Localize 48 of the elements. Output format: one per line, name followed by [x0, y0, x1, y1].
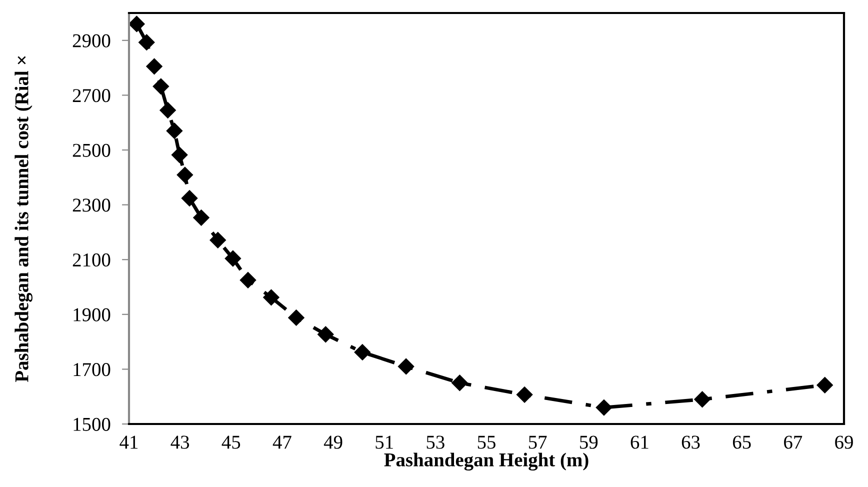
point [160, 102, 176, 118]
point [318, 326, 334, 342]
x-tick-label: 53 [426, 436, 444, 449]
point [210, 232, 226, 248]
x-tick-label: 43 [170, 436, 190, 449]
point [816, 377, 833, 394]
point [288, 310, 304, 326]
y-tick-label: 1900 [74, 308, 110, 322]
x-axis-title: Pashandegan Height (m) [384, 452, 588, 471]
point [152, 78, 169, 94]
y-tick-label: 2500 [72, 144, 110, 157]
point [596, 400, 612, 416]
point [176, 166, 193, 183]
point [181, 190, 198, 206]
point [172, 146, 188, 163]
y-tick-label: 1500 [74, 418, 110, 431]
y-tick-label: 1700 [74, 363, 110, 376]
y-tick-label: 2900 [72, 34, 110, 48]
y-axis-title: Pashabdegan and its tunnel cost (Rial × [14, 56, 32, 382]
x-tick-label: 63 [682, 436, 700, 449]
x-tick-label: 49 [324, 436, 342, 449]
x-tick-label: 67 [784, 436, 802, 449]
x-tick-label: 51 [376, 436, 393, 449]
x-tick-label: 45 [222, 436, 240, 449]
point [240, 272, 256, 288]
point [354, 344, 370, 360]
x-tick-label: 69 [835, 436, 853, 449]
y-tick-label: 2100 [72, 253, 110, 267]
point [452, 374, 468, 391]
x-tick-label: 55 [478, 436, 496, 449]
point [193, 210, 210, 226]
point [224, 250, 241, 267]
x-tick-label: 47 [272, 436, 292, 449]
x-tick-label: 59 [580, 436, 598, 449]
point [694, 391, 710, 408]
point [146, 58, 162, 74]
y-tick-label: 2700 [72, 89, 110, 102]
point [263, 289, 280, 306]
x-tick-label: 65 [732, 436, 751, 449]
point [138, 34, 155, 50]
x-tick-label: 61 [630, 436, 648, 449]
x-tick-label: 41 [120, 436, 138, 449]
y-tick-label: 2300 [72, 198, 110, 212]
point [398, 358, 414, 375]
point [128, 16, 145, 32]
point [166, 122, 183, 139]
point [516, 386, 533, 403]
x-tick-label: 57 [528, 436, 547, 449]
